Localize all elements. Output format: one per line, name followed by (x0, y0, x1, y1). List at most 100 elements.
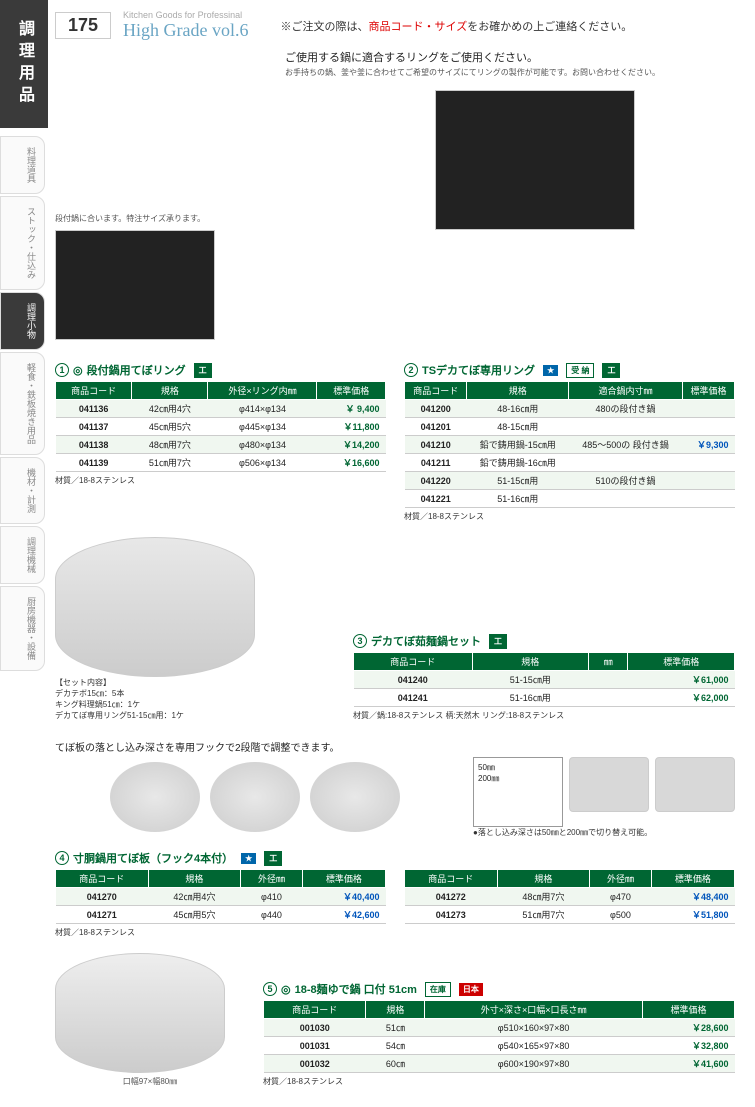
table-cell: 48㎝用7穴 (132, 436, 208, 454)
section-4: 4 寸胴鍋用てぼ板（フック4本付） ★ 工 商品コード規格外径㎜標準価格0412… (55, 850, 735, 938)
section4-table-left: 商品コード規格外径㎜標準価格04127042㎝用4穴φ410￥40,400041… (55, 869, 386, 924)
ring-caption: 段付鍋に合います。特注サイズ承ります。 (55, 213, 215, 224)
table-row: 04120148-15㎝用 (405, 418, 735, 436)
table-cell: 041272 (405, 888, 498, 906)
table-row: 04122151-16㎝用 (405, 490, 735, 508)
set-photo-image (55, 537, 255, 677)
table-header: 商品コード (56, 382, 132, 400)
table-cell: 45㎝用5穴 (132, 418, 208, 436)
table-header: 標準価格 (317, 382, 386, 400)
table-cell: 041221 (405, 490, 467, 508)
sidebar-tab[interactable]: 厨房機器・設備 (0, 586, 45, 671)
eco-icon: ◎ (281, 983, 291, 996)
section2-title-text: TSデカてぼ専用リング (422, 362, 535, 378)
sidebar-tab[interactable]: 調理小物 (0, 292, 45, 350)
section2-num: 2 (404, 363, 418, 377)
diagram-dim-b: 200㎜ (478, 774, 499, 783)
section-2: 2 TSデカてぼ専用リング ★ 受 納 工 商品コード規格適合鍋内寸㎜標準価格0… (404, 362, 735, 522)
order-notice: ※ご注文の際は、商品コード・サイズをお確かめの上ご連絡ください。 (281, 18, 633, 34)
table-header: 商品コード (405, 870, 498, 888)
sidebar-tab[interactable]: ストック・仕込み (0, 196, 45, 290)
table-cell: 48-15㎝用 (467, 418, 569, 436)
depth-diagram: 50㎜ 200㎜ (473, 757, 563, 827)
plate-image-1 (110, 762, 200, 832)
table-row: 041210鉛で鋳用鍋-15㎝用485～500の 段付き鍋￥9,300 (405, 436, 735, 454)
table-cell: 60㎝ (366, 1055, 425, 1073)
table-cell: ￥61,000 (628, 671, 735, 689)
table-cell: 48-16㎝用 (467, 400, 569, 418)
table-row: 04127351㎝用7穴φ500￥51,800 (405, 906, 735, 924)
section-5: 5 ◎ 18-8麺ゆで鍋 口付 51cm 在庫 日本 商品コード規格外寸×深さ×… (263, 981, 735, 1087)
table-header: 規格 (148, 870, 241, 888)
table-cell: 041210 (405, 436, 467, 454)
table-cell: ￥51,800 (651, 906, 734, 924)
plate-image-3 (310, 762, 400, 832)
notice-highlight: 商品コード・サイズ (369, 21, 468, 33)
section2-table: 商品コード規格適合鍋内寸㎜標準価格04120048-16㎝用480の段付き鍋04… (404, 381, 735, 508)
table-cell (682, 418, 734, 436)
table-row: 04113745㎝用5穴φ445×φ134￥11,800 (56, 418, 386, 436)
sidebar-tab[interactable]: 料理道具 (0, 136, 45, 194)
section1-title-text: 段付鍋用てぼリング (87, 362, 186, 378)
section5-num: 5 (263, 982, 277, 996)
sidebar-tab[interactable]: 軽食・鉄板焼き用品 (0, 352, 45, 455)
table-header: 商品コード (405, 382, 467, 400)
diagram-note: ●落とし込み深さは50㎜と200㎜で切り替え可能。 (473, 827, 735, 838)
table-row: 04120048-16㎝用480の段付き鍋 (405, 400, 735, 418)
table-cell: 041271 (56, 906, 149, 924)
table-cell: φ540×165×97×80 (425, 1037, 643, 1055)
stock-badge: 在庫 (425, 982, 451, 997)
table-row: 00103260㎝φ600×190×97×80￥41,600 (264, 1055, 735, 1073)
table-cell: ￥40,400 (302, 888, 385, 906)
page-header: 175 Kitchen Goods for Professinal High G… (55, 10, 735, 41)
plate-image-2 (210, 762, 300, 832)
section4-title-text: 寸胴鍋用てぼ板（フック4本付） (73, 850, 233, 866)
table-row: 04124051-15㎝用￥61,000 (354, 671, 735, 689)
sidebar-tab[interactable]: 機材・計測 (0, 457, 45, 524)
table-cell (569, 490, 683, 508)
table-cell: φ470 (590, 888, 652, 906)
ring-lineart-image (55, 90, 205, 210)
table-cell: ￥42,600 (302, 906, 385, 924)
table-cell: ￥14,200 (317, 436, 386, 454)
sidebar-tab[interactable]: 調理機械 (0, 526, 45, 584)
table-cell (682, 454, 734, 472)
table-row: 04113951㎝用7穴φ506×φ134￥16,600 (56, 454, 386, 472)
table-cell: 041137 (56, 418, 132, 436)
star-badge: ★ (241, 853, 256, 864)
table-header: 適合鍋内寸㎜ (569, 382, 683, 400)
table-row: 04113642㎝用4穴φ414×φ134￥ 9,400 (56, 400, 386, 418)
intro-heading: ご使用する鍋に適合するリングをご使用ください。 (285, 49, 735, 65)
table-cell (588, 671, 628, 689)
table-header: 規格 (366, 1001, 425, 1019)
japan-badge: 日本 (459, 983, 483, 996)
table-cell: 041220 (405, 472, 467, 490)
table-cell (682, 490, 734, 508)
section3-num: 3 (353, 634, 367, 648)
book-subtitle: Kitchen Goods for Professinal (123, 10, 248, 20)
table-cell: ￥ 9,400 (317, 400, 386, 418)
table-row: 04113848㎝用7穴φ480×φ134￥14,200 (56, 436, 386, 454)
page-number: 175 (55, 12, 111, 39)
diagram-dim-a: 50㎜ (478, 763, 495, 772)
table-header: 外径×リング内㎜ (208, 382, 317, 400)
table-cell: 485～500の 段付き鍋 (569, 436, 683, 454)
table-cell: ￥41,600 (642, 1055, 734, 1073)
table-cell (682, 400, 734, 418)
table-row: 04122051-15㎝用510の段付き鍋 (405, 472, 735, 490)
table-header: 商品コード (354, 653, 473, 671)
table-cell: φ480×φ134 (208, 436, 317, 454)
table-cell: 51-15㎝用 (472, 671, 588, 689)
section5-title: 5 ◎ 18-8麺ゆで鍋 口付 51cm 在庫 日本 (263, 981, 735, 997)
table-header: 外径㎜ (241, 870, 303, 888)
section5-caption: 口幅97×幅80㎜ (55, 1076, 245, 1087)
table-cell: 51㎝ (366, 1019, 425, 1037)
section4-num: 4 (55, 851, 69, 865)
table-cell: 45㎝用5穴 (148, 906, 241, 924)
table-header: ㎜ (588, 653, 628, 671)
table-header: 標準価格 (628, 653, 735, 671)
intro-text: お手持ちの鍋、釜や釜に合わせてご希望のサイズにてリングの製作が可能です。お問い合… (285, 67, 735, 78)
table-cell: ￥11,800 (317, 418, 386, 436)
table-cell: 041211 (405, 454, 467, 472)
table-cell: 48㎝用7穴 (497, 888, 590, 906)
